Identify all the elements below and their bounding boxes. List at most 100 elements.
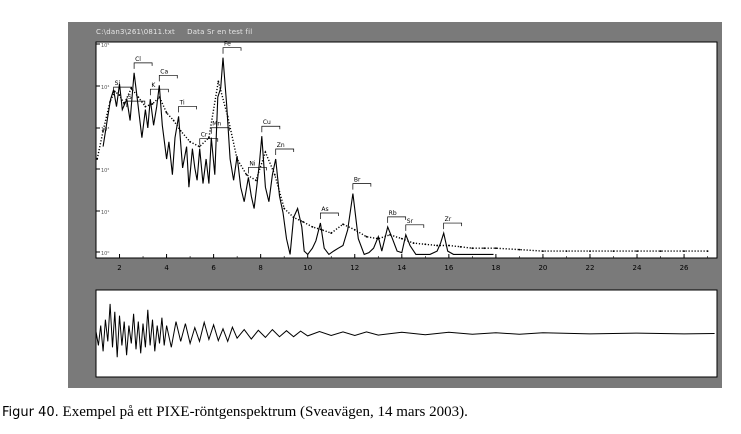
- measured-spectrum-point: [165, 111, 168, 114]
- element-marker: [387, 216, 407, 223]
- measured-spectrum-point: [245, 173, 248, 176]
- measured-spectrum-point: [518, 248, 521, 251]
- caption-text: Exempel på ett PIXE-röntgenspektrum (Sve…: [58, 404, 468, 420]
- measured-spectrum-point: [137, 96, 140, 98]
- measured-spectrum-point: [636, 250, 638, 253]
- element-labels: Si S Cl K Ca Ti Cr Mn Fe Ni Cu Zn As Br Rb Sr Zr: [113, 41, 463, 231]
- element-label: Zr: [445, 216, 452, 223]
- element-marker: [405, 224, 425, 231]
- y-tick-label: 10⁵: [101, 43, 109, 49]
- element-marker: [210, 127, 230, 134]
- element-marker: [149, 88, 169, 96]
- fitted-spectrum-line: [102, 57, 494, 256]
- element-label: S: [128, 94, 132, 101]
- measured-spectrum-point: [151, 103, 154, 105]
- element-label: Ni: [249, 160, 255, 167]
- measured-spectrum-point: [330, 232, 333, 234]
- element-marker: [275, 148, 295, 156]
- element-label: Cu: [263, 119, 271, 126]
- x-tick-label: 12: [350, 264, 359, 272]
- measured-spectrum-point: [612, 250, 615, 253]
- measured-spectrum-point: [365, 235, 368, 238]
- element-marker: [199, 138, 219, 145]
- measured-spectrum-point: [447, 244, 450, 247]
- y-tick-label: 10⁴: [101, 85, 109, 91]
- element-label: Br: [354, 177, 361, 184]
- x-tick-label: 24: [633, 264, 642, 272]
- measured-spectrum-point: [208, 136, 210, 139]
- measured-spectrum-point: [565, 250, 568, 253]
- figure-label: Figur 40.: [2, 405, 59, 420]
- measured-spectrum-point: [683, 250, 685, 253]
- measured-spectrum-point: [255, 179, 257, 182]
- element-label: Sr: [407, 218, 414, 225]
- measured-spectrum-point: [494, 247, 497, 250]
- element-marker: [133, 62, 153, 69]
- element-marker: [443, 222, 463, 230]
- element-label: As: [321, 206, 328, 213]
- element-label: Cl: [135, 56, 141, 63]
- x-tick-label: 20: [538, 264, 547, 272]
- residual-series: [95, 303, 715, 358]
- x-tick-label: 22: [586, 264, 595, 272]
- element-label: Mn: [212, 121, 221, 128]
- measured-spectrum-point: [273, 173, 276, 176]
- measured-spectrum-point: [483, 247, 486, 250]
- residual-line: [95, 303, 715, 358]
- element-label: K: [151, 82, 156, 89]
- measured-spectrum-point: [659, 250, 662, 253]
- figure-caption: Figur 40. Exempel på ett PIXE-röntgenspe…: [2, 404, 468, 421]
- measured-spectrum-point: [311, 225, 314, 228]
- element-marker: [222, 47, 242, 54]
- x-tick-label: 2: [117, 264, 121, 272]
- element-marker: [248, 167, 267, 174]
- measured-spectrum-point: [96, 158, 99, 160]
- measured-spectrum-point: [198, 145, 201, 148]
- measured-spectrum-point: [424, 243, 427, 246]
- x-tick-label: 16: [444, 264, 453, 272]
- x-tick-label: 18: [491, 264, 500, 272]
- element-marker: [320, 212, 339, 219]
- x-axis: 2 4 6 8 10 12 14 16 18 20 22 24 26: [95, 254, 708, 272]
- measured-spectrum-point: [189, 140, 191, 143]
- y-tick-label: 10¹: [101, 210, 109, 216]
- element-marker: [352, 183, 372, 190]
- measured-spectrum-point: [542, 250, 544, 253]
- element-marker: [113, 86, 132, 94]
- x-tick-label: 14: [397, 264, 406, 272]
- measured-spectrum-line: [96, 81, 708, 252]
- measured-spectrum-point: [283, 207, 286, 210]
- x-tick-label: 4: [164, 264, 169, 272]
- measured-spectrum-point: [400, 237, 403, 240]
- y-tick-label: 10²: [101, 168, 109, 174]
- x-tick-label: 6: [211, 264, 216, 272]
- x-tick-label: 10: [303, 264, 312, 272]
- element-label: Fe: [224, 41, 231, 48]
- x-tick-label: 8: [258, 264, 262, 272]
- measured-spectrum-point: [436, 244, 438, 247]
- measured-spectrum-point: [459, 245, 462, 248]
- x-tick-label: 26: [680, 264, 689, 272]
- element-marker: [158, 74, 178, 82]
- measured-spectrum-point: [102, 129, 104, 132]
- measured-spectrum-point: [302, 220, 304, 223]
- measured-spectrum-point: [353, 228, 356, 231]
- measured-spectrum-point: [342, 223, 344, 226]
- element-marker: [178, 106, 197, 113]
- element-label: Cr: [201, 132, 208, 139]
- measured-spectrum-point: [172, 119, 175, 122]
- window-title: C:\dan3\261\0811.txt Data Sr en test fil: [96, 28, 253, 36]
- measured-spectrum-point: [589, 250, 591, 253]
- y-tick-label: 10⁰: [101, 251, 109, 257]
- element-label: Rb: [389, 210, 397, 217]
- measured-spectrum-point: [471, 247, 474, 250]
- measured-spectrum-point: [706, 250, 709, 253]
- element-label: Si: [115, 80, 121, 87]
- element-label: Ti: [179, 99, 185, 106]
- spectrum-series: [96, 57, 709, 256]
- spectrum-plot-area: [95, 41, 718, 259]
- measured-spectrum-point: [264, 151, 267, 154]
- measured-spectrum-point: [144, 105, 147, 108]
- element-label: Ca: [160, 68, 168, 75]
